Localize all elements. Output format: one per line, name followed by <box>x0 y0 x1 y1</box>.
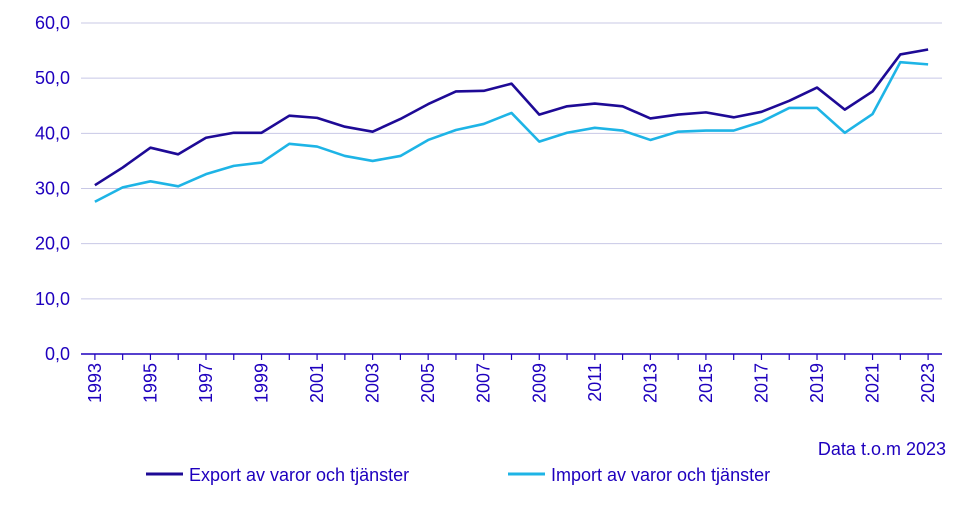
x-tick-label: 2011 <box>585 363 605 402</box>
y-tick-label: 20,0 <box>35 234 70 254</box>
legend-label-export: Export av varor och tjänster <box>189 465 409 485</box>
data-note: Data t.o.m 2023 <box>818 439 946 459</box>
y-tick-label: 60,0 <box>35 13 70 33</box>
y-tick-label: 40,0 <box>35 123 70 143</box>
x-tick-label: 2013 <box>640 363 660 403</box>
legend-label-import: Import av varor och tjänster <box>551 465 770 485</box>
x-axis-tick-labels: 1993 1995 1997 1999 2001 2003 2005 2007 2009 2011… <box>85 363 938 403</box>
gridlines <box>81 22 942 300</box>
x-tick-label: 2017 <box>751 363 771 403</box>
x-tick-label: 2021 <box>863 363 883 403</box>
y-tick-label: 10,0 <box>35 289 70 309</box>
x-axis <box>81 353 942 360</box>
x-tick-label: 2023 <box>918 363 938 403</box>
x-tick-label: 2019 <box>807 363 827 403</box>
x-tick-label: 2007 <box>474 363 494 403</box>
y-axis-tick-labels: 0,0 10,0 20,0 30,0 40,0 50,0 60,0 <box>35 13 70 364</box>
x-tick-label: 2003 <box>363 363 383 403</box>
y-tick-label: 30,0 <box>35 179 70 199</box>
x-tick-label: 1999 <box>252 363 272 403</box>
x-tick-label: 2001 <box>307 363 327 403</box>
import-series-line <box>94 60 929 203</box>
x-tick-label: 1993 <box>85 363 105 403</box>
y-tick-label: 0,0 <box>45 344 70 364</box>
export-series-line <box>94 48 929 187</box>
x-tick-label: 2009 <box>529 363 549 403</box>
x-tick-label: 1995 <box>140 363 160 403</box>
series-lines <box>94 48 929 203</box>
x-tick-label: 1997 <box>196 363 216 403</box>
x-tick-label: 2015 <box>696 363 716 403</box>
x-tick-label: 2005 <box>418 363 438 403</box>
y-tick-label: 50,0 <box>35 68 70 88</box>
legend: Export av varor och tjänster Import av v… <box>146 465 770 485</box>
